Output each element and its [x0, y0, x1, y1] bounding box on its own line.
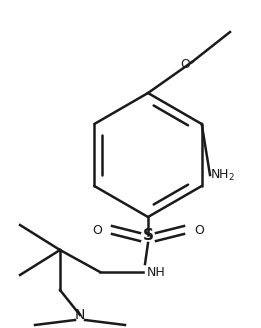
Text: N: N	[75, 308, 85, 322]
Text: NH$_2$: NH$_2$	[210, 168, 235, 183]
Text: NH: NH	[147, 265, 166, 278]
Text: O: O	[194, 223, 204, 236]
Text: S: S	[143, 228, 153, 242]
Text: O: O	[92, 223, 102, 236]
Text: O: O	[180, 58, 190, 72]
